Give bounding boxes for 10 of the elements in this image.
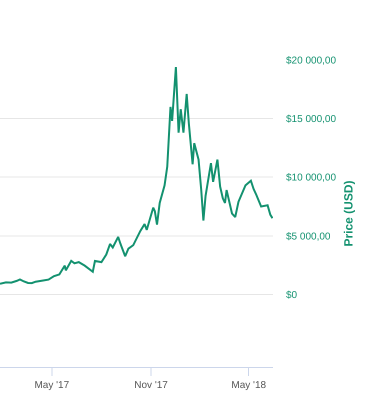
y-tick-label: $20 000,00 [286, 56, 336, 66]
y-axis-title: Price (USD) [341, 180, 356, 247]
line-series [0, 66, 273, 285]
x-tick-label: May '17 [34, 380, 70, 391]
y-tick-label: $5 000,00 [286, 231, 331, 242]
x-tick-label: May '18 [231, 380, 267, 391]
y-tick-label: $10 000,00 [286, 172, 336, 184]
y-tick-label: $0 [286, 290, 298, 301]
x-tick-label: Nov '17 [134, 380, 168, 391]
y-tick-label: $15 000,00 [286, 114, 336, 126]
